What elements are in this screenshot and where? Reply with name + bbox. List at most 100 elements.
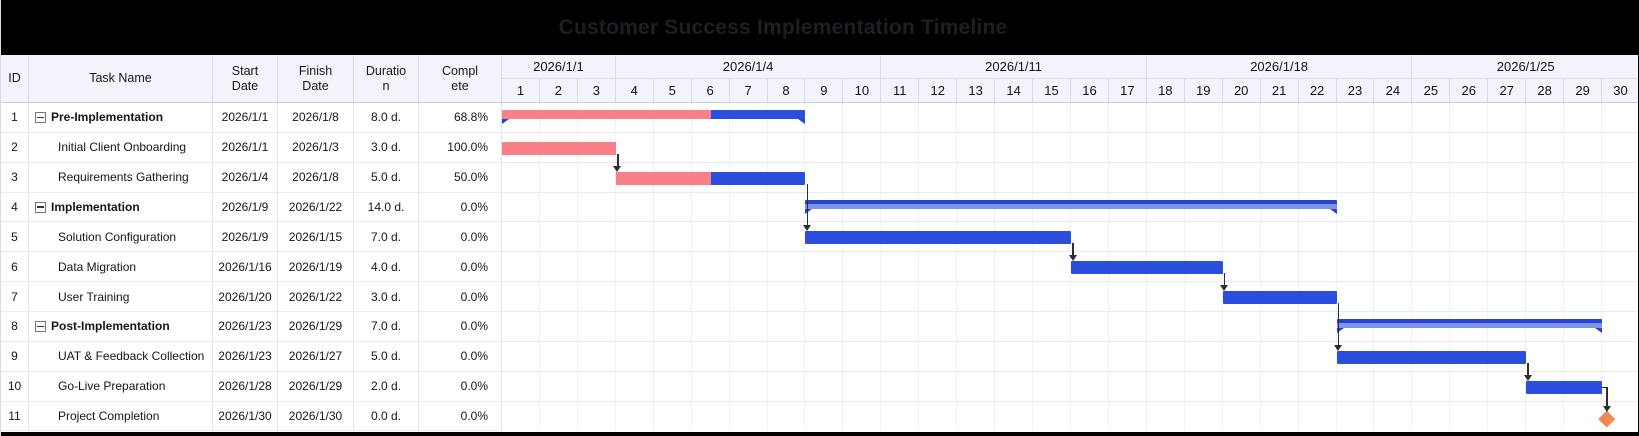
task-name-cell: Go-Live Preparation: [29, 371, 213, 401]
collapse-icon[interactable]: [35, 111, 46, 123]
task-id-cell: 4: [1, 192, 29, 222]
task-id-cell: 3: [1, 162, 29, 192]
day-header-cell: 4: [616, 79, 654, 102]
day-header-cell: 9: [805, 79, 844, 102]
row-separator: [502, 221, 1639, 223]
collapse-icon[interactable]: [35, 201, 46, 213]
task-bar[interactable]: [502, 141, 616, 155]
day-header-cell: 23: [1337, 79, 1375, 102]
dependency-arrowhead: [613, 165, 622, 172]
task-bar[interactable]: [1336, 350, 1527, 364]
col-header-start[interactable]: Start Date: [213, 55, 278, 102]
task-complete-cell: 0.0%: [419, 222, 502, 252]
task-duration-cell: 5.0 d.: [354, 341, 419, 371]
task-finish-cell: 2026/1/27: [278, 341, 354, 371]
col-header-label: Compl ete: [441, 64, 479, 93]
day-header-cell: 21: [1261, 79, 1299, 102]
day-gridline: [766, 103, 768, 431]
row-separator: [502, 281, 1639, 283]
task-id-cell: 1: [1, 103, 29, 132]
task-row[interactable]: 4 Implementation 2026/1/9 2026/1/22 14.0 d. 0…: [1, 192, 502, 223]
day-gridline: [1411, 103, 1413, 431]
col-header-duration[interactable]: Duratio n: [354, 55, 419, 102]
dependency-arrow: [617, 153, 619, 168]
task-name-cell: User Training: [29, 282, 213, 312]
task-name-label: Project Completion: [58, 409, 160, 424]
col-header-name[interactable]: Task Name: [29, 55, 213, 102]
task-start-cell: 2026/1/16: [213, 252, 278, 282]
task-duration-cell: 0.0 d.: [354, 401, 419, 431]
week-header-cell: 2026/1/18: [1146, 55, 1413, 79]
task-row[interactable]: 7 User Training 2026/1/20 2026/1/22 3.0 d. 0.…: [1, 282, 502, 313]
day-gridline: [842, 103, 844, 431]
task-id-cell: 2: [1, 132, 29, 162]
col-header-finish[interactable]: Finish Date: [278, 55, 354, 102]
task-name-label: Data Migration: [58, 259, 137, 274]
timeline-header: 2026/1/1 2026/1/4 2026/1/11 2026/1/18 2026/1…: [502, 55, 1639, 103]
task-row[interactable]: 11 Project Completion 2026/1/30 2026/1/30 0.…: [1, 401, 502, 432]
week-header-cell: 2026/1/4: [615, 55, 882, 79]
day-gridline: [918, 103, 920, 431]
task-finish-cell: 2026/1/8: [278, 103, 354, 132]
task-id-cell: 8: [1, 312, 29, 341]
day-gridline: [880, 103, 882, 431]
task-complete-cell: 0.0%: [419, 282, 502, 312]
task-row[interactable]: 3 Requirements Gathering 2026/1/4 2026/1/8 5…: [1, 162, 502, 193]
gantt-chart-body: [502, 103, 1639, 431]
summary-left-tip: [1336, 328, 1344, 334]
task-start-cell: 2026/1/20: [213, 282, 278, 312]
day-gridline: [1525, 103, 1527, 431]
task-name-cell: Requirements Gathering: [29, 162, 213, 192]
task-table-body: 1 Pre-Implementation 2026/1/1 2026/1/8 8.0 d…: [1, 103, 502, 432]
col-header-id[interactable]: ID: [1, 55, 29, 102]
task-id-cell: 11: [1, 401, 29, 431]
row-separator: [502, 311, 1639, 313]
day-header-cell: 25: [1412, 79, 1451, 102]
summary-bar[interactable]: [1336, 319, 1603, 329]
task-finish-cell: 2026/1/29: [278, 312, 354, 341]
summary-progress: [502, 110, 711, 119]
task-bar[interactable]: [1526, 380, 1603, 394]
week-header-cell: 2026/1/25: [1412, 55, 1639, 79]
task-bar[interactable]: [1071, 261, 1223, 275]
task-bar[interactable]: [805, 231, 1071, 245]
col-header-complete[interactable]: Compl ete: [419, 55, 502, 102]
task-row[interactable]: 10 Go-Live Preparation 2026/1/28 2026/1/29 2…: [1, 371, 502, 402]
task-duration-cell: 5.0 d.: [354, 162, 419, 192]
task-row[interactable]: 1 Pre-Implementation 2026/1/1 2026/1/8 8.0 d…: [1, 103, 502, 133]
task-row[interactable]: 5 Solution Configuration 2026/1/9 2026/1/15…: [1, 222, 502, 253]
task-complete-cell: 100.0%: [419, 132, 502, 162]
col-header-label: Finish Date: [298, 64, 333, 93]
task-name-cell: Implementation: [29, 192, 213, 222]
day-header-cell: 1: [502, 79, 540, 102]
task-finish-cell: 2026/1/3: [278, 132, 354, 162]
task-name-cell: Data Migration: [29, 252, 213, 282]
summary-bar[interactable]: [502, 110, 806, 119]
task-id-cell: 9: [1, 341, 29, 371]
dependency-arrow: [1072, 243, 1074, 258]
task-row[interactable]: 9 UAT & Feedback Collection 2026/1/23 2026/…: [1, 341, 502, 372]
task-name-label: Post-Implementation: [51, 319, 170, 334]
task-id-cell: 10: [1, 371, 29, 401]
task-row[interactable]: 6 Data Migration 2026/1/16 2026/1/19 4.0 d. 0…: [1, 252, 502, 283]
dependency-arrow: [1527, 362, 1529, 377]
task-bar[interactable]: [615, 171, 806, 185]
task-finish-cell: 2026/1/30: [278, 401, 354, 431]
task-id-cell: 5: [1, 222, 29, 252]
summary-bar[interactable]: [805, 199, 1337, 209]
task-start-cell: 2026/1/30: [213, 401, 278, 431]
task-row[interactable]: 8 Post-Implementation 2026/1/23 2026/1/29 7.…: [1, 312, 502, 342]
collapse-icon[interactable]: [35, 320, 46, 332]
row-separator: [502, 370, 1639, 372]
task-name-label: Implementation: [51, 200, 140, 214]
task-row[interactable]: 2 Initial Client Onboarding 2026/1/1 2026/1…: [1, 132, 502, 163]
day-gridline: [576, 103, 578, 431]
task-progress: [502, 141, 616, 155]
task-finish-cell: 2026/1/29: [278, 371, 354, 401]
task-bar[interactable]: [1222, 291, 1337, 305]
task-start-cell: 2026/1/4: [213, 162, 278, 192]
day-header-cell: 29: [1564, 79, 1603, 102]
day-gridline: [1563, 103, 1565, 431]
task-finish-cell: 2026/1/15: [278, 222, 354, 252]
task-table-header: ID Task Name Start Date Finish Date Duratio n Co…: [1, 55, 502, 103]
